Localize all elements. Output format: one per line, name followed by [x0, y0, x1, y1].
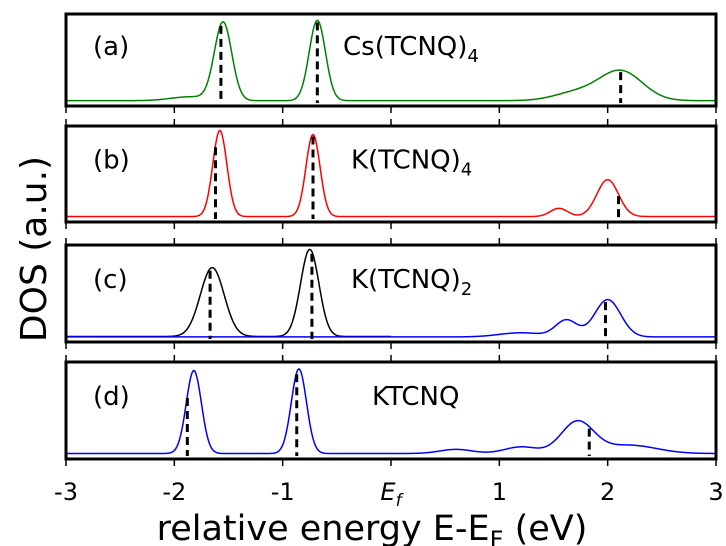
dos-curve-4-1 — [66, 367, 717, 455]
panel-tag-3: (c) — [93, 265, 128, 295]
panel-2: (b) K(TCNQ)4 — [64, 119, 718, 229]
panel-1: (a) Cs(TCNQ)4 — [64, 12, 718, 113]
x-tick-label-1: -3 — [54, 478, 78, 506]
panel-formula-subscript-1: 4 — [467, 46, 478, 67]
panel-formula-subscript-3: 2 — [461, 279, 472, 300]
x-tick-label-2: -2 — [162, 478, 186, 506]
x-axis-label: relative energy E-EF (eV) — [157, 509, 588, 546]
panel-tag-1: (a) — [93, 32, 129, 62]
x-tick-label-4: Ef — [380, 478, 404, 511]
panels-group: (a) Cs(TCNQ)4(b) K(TCNQ)4(c) K(TCNQ)2(d) KTC… — [64, 12, 718, 466]
x-tick-label-6: 2 — [600, 478, 615, 506]
x-axis-label-subscript: F — [490, 526, 504, 546]
dos-curve-3-2 — [66, 298, 716, 338]
x-tick-label-subscript-4: f — [396, 491, 405, 511]
panel-formula-4: KTCNQ — [372, 382, 459, 412]
panel-tag-4: (d) — [93, 382, 130, 412]
panel-3: (c) K(TCNQ)2 — [64, 238, 718, 349]
x-axis: -3 -2 -1 Ef 1 2 3 — [54, 478, 724, 511]
x-tick-label-3: -1 — [271, 478, 295, 506]
panel-tag-2: (b) — [93, 145, 130, 175]
dos-curve-2-1 — [66, 129, 716, 218]
panel-formula-text-4: KTCNQ — [372, 382, 459, 412]
x-axis-label-unit: (eV) — [503, 509, 587, 546]
dos-curve-1-1 — [66, 19, 716, 102]
y-axis-label: DOS (a.u.) — [14, 156, 55, 342]
x-tick-label-7: 3 — [708, 478, 723, 506]
panel-4: (d) KTCNQ — [64, 355, 718, 466]
panel-formula-text-3: K(TCNQ) — [351, 265, 461, 295]
panel-formula-text-2: K(TCNQ) — [351, 145, 461, 175]
panel-formula-subscript-2: 4 — [461, 159, 472, 180]
panel-formula-3: K(TCNQ)2 — [351, 265, 472, 300]
panel-formula-2: K(TCNQ)4 — [351, 145, 472, 180]
x-tick-label-5: 1 — [492, 478, 507, 506]
panel-formula-1: Cs(TCNQ)4 — [343, 32, 479, 67]
panel-formula-text-1: Cs(TCNQ) — [343, 32, 467, 62]
x-axis-label-main: relative energy E-E — [157, 509, 490, 546]
x-tick-label-main-4: E — [380, 478, 396, 506]
